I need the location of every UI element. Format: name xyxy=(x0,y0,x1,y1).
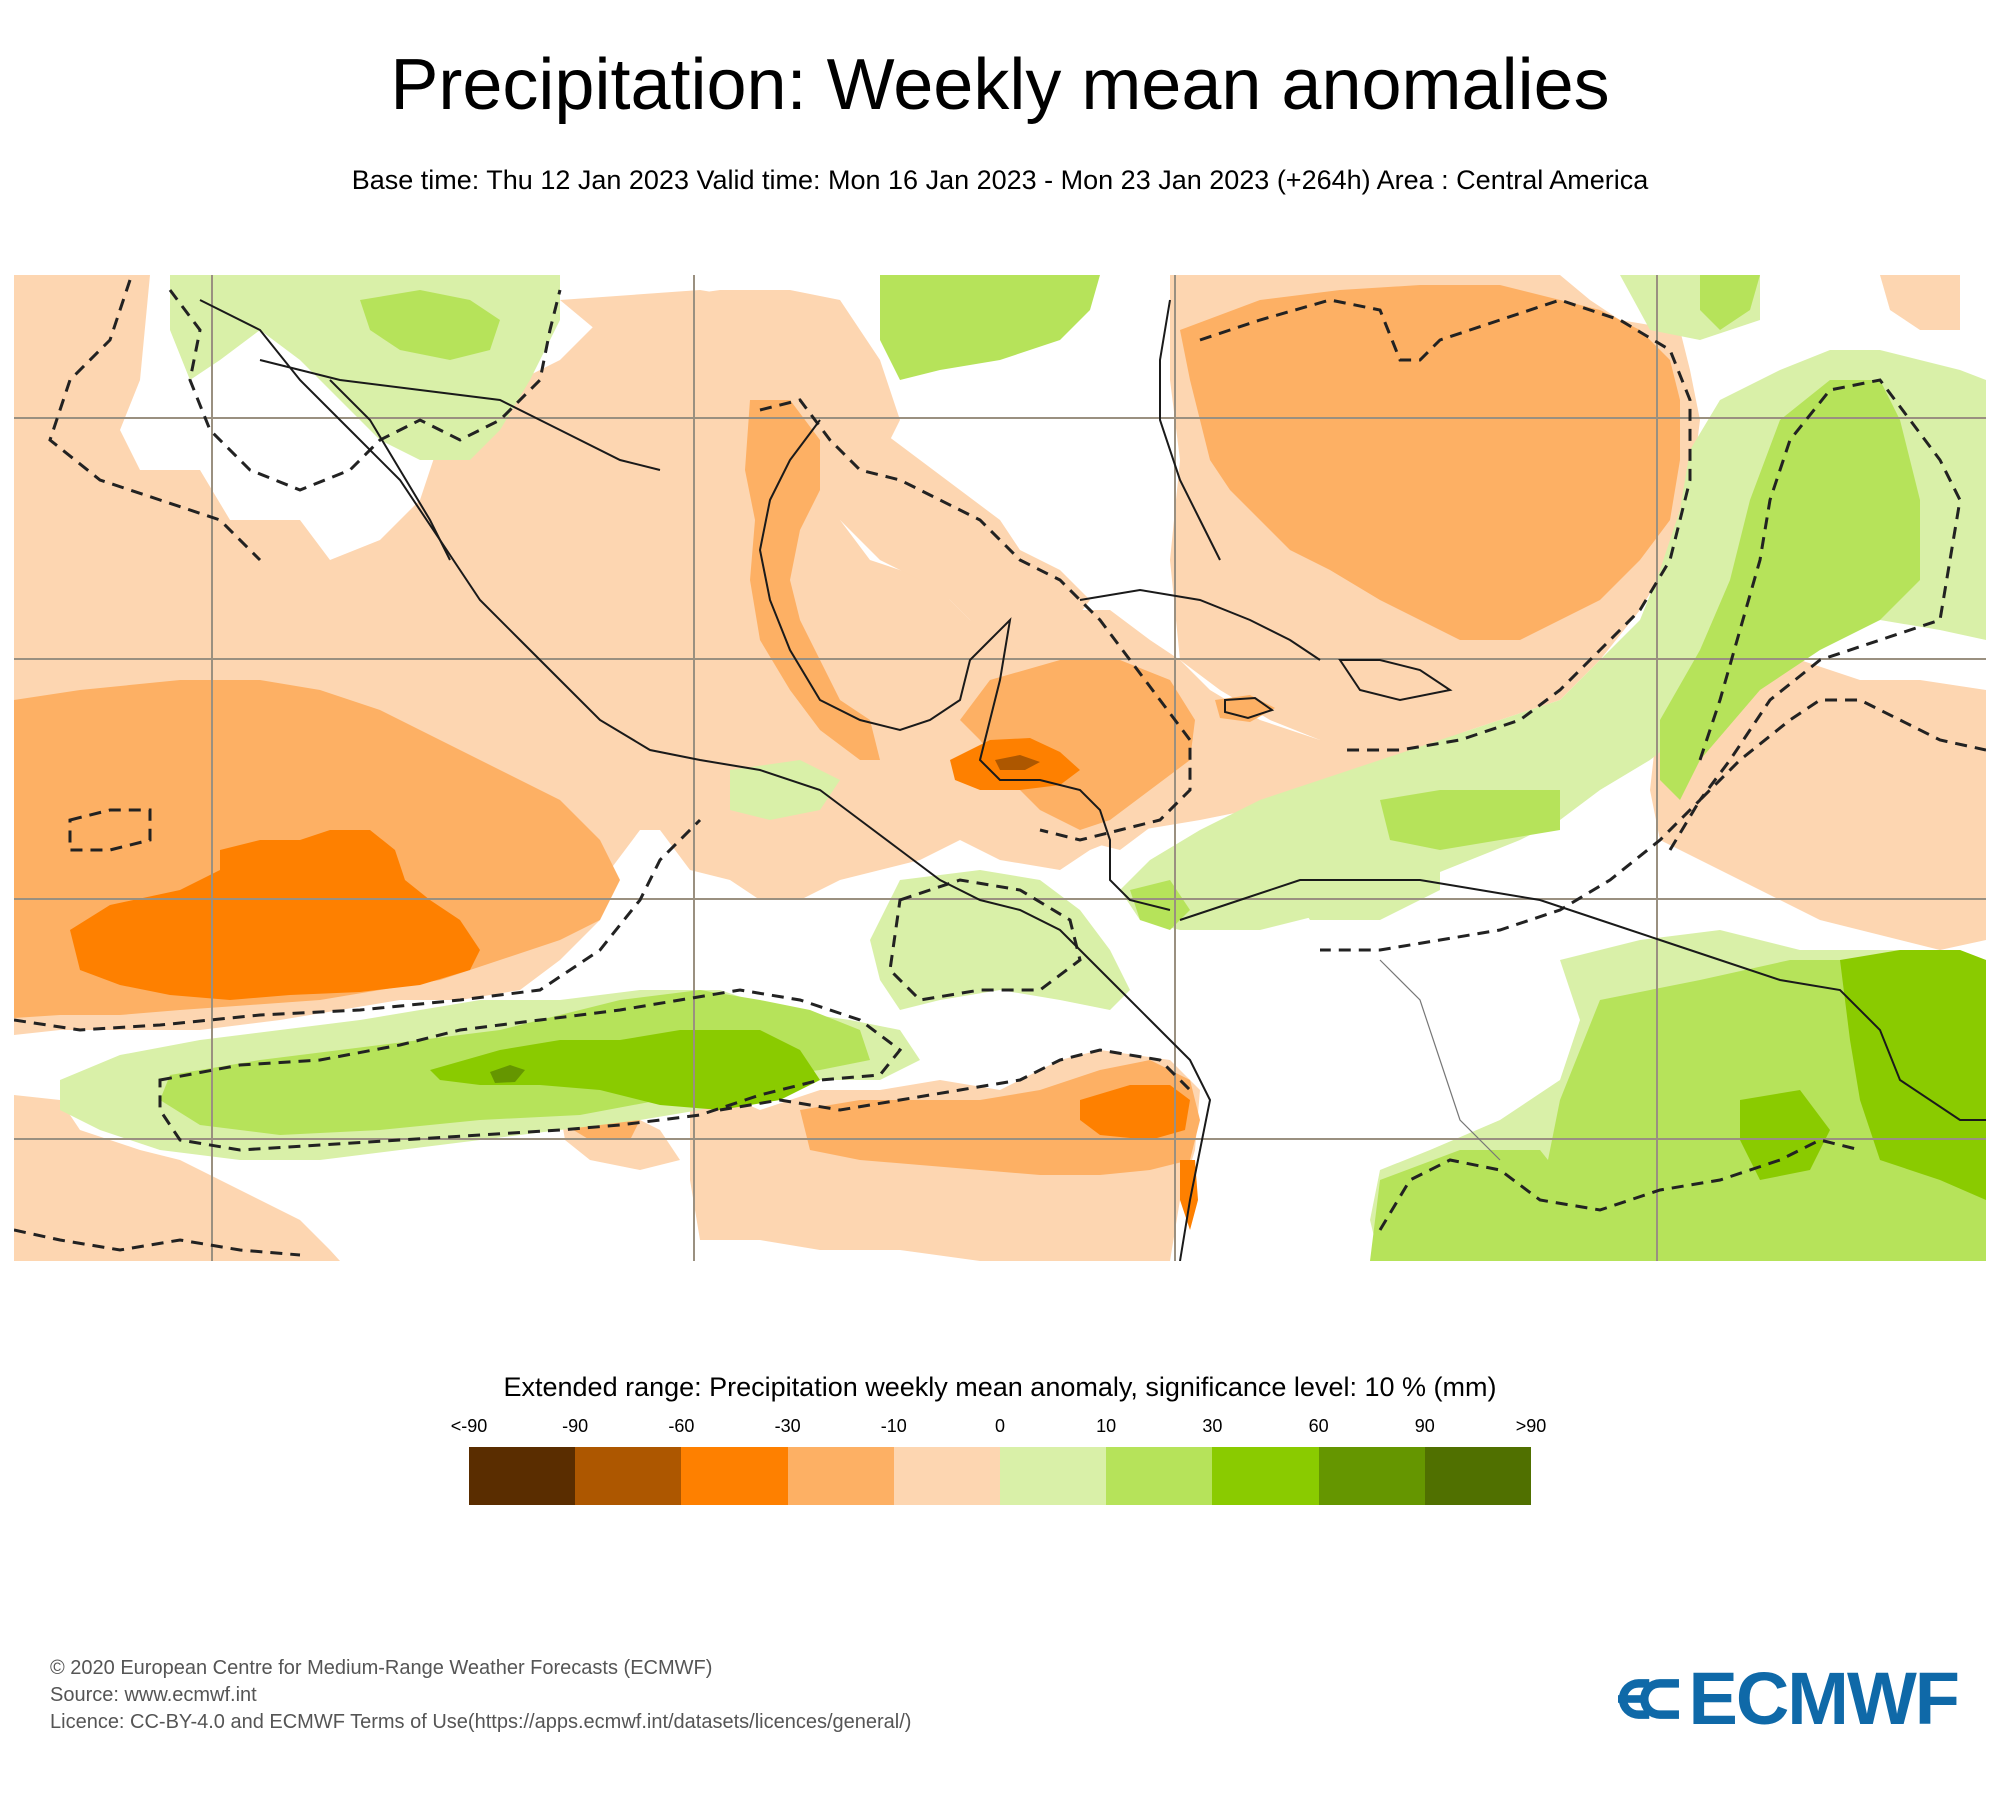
region-pacific-bright-green xyxy=(430,1030,820,1110)
chart-subtitle: Base time: Thu 12 Jan 2023 Valid time: M… xyxy=(351,165,1649,195)
ecmwf-symbol-icon xyxy=(1618,1679,1679,1719)
graticule xyxy=(14,275,1986,1261)
coastlines xyxy=(199,299,1986,1261)
border-colombia-venezuela xyxy=(1379,959,1501,1161)
legend-label: -60 xyxy=(668,1416,695,1436)
coastline-jamaica xyxy=(1224,696,1275,720)
contour-gulf xyxy=(759,398,1192,842)
region-top-right-green xyxy=(1700,275,1760,330)
chart-title: Precipitation: Weekly mean anomalies xyxy=(390,45,1610,125)
licence-text: Licence: CC-BY-4.0 and ECMWF Terms of Us… xyxy=(50,1711,912,1733)
region-guatemala-coast-light-green xyxy=(730,760,840,820)
region-east-atlantic-light-orange xyxy=(1650,660,1986,950)
legend-swatch xyxy=(1000,1447,1107,1505)
region-far-west-south-light-orange xyxy=(14,1095,340,1261)
legend-swatch xyxy=(681,1447,788,1505)
footer: © 2020 European Centre for Medium-Range … xyxy=(50,1655,911,1736)
border-us-mexico xyxy=(259,359,661,471)
legend-swatch xyxy=(575,1447,682,1505)
legend-label: 60 xyxy=(1308,1416,1329,1436)
coastline-south-america xyxy=(1179,879,1986,1121)
legend-label: 0 xyxy=(994,1416,1006,1436)
region-panama-light-green xyxy=(870,870,1130,1010)
region-mexico-gulf-orange xyxy=(745,400,880,760)
region-gulf-mexico-light-orange xyxy=(560,290,1090,650)
contour-panama xyxy=(888,878,1082,1002)
coastline-baja xyxy=(329,379,451,561)
legend-label: 90 xyxy=(1414,1416,1435,1436)
contour-baja xyxy=(168,289,562,492)
region-atlantic-green xyxy=(1660,380,1920,800)
contour-colombia xyxy=(719,1048,1192,1112)
region-colombia-strong-orange xyxy=(1080,1085,1190,1140)
region-colombia-south-green xyxy=(1370,1150,1580,1261)
legend-colorbar xyxy=(469,1447,1532,1505)
region-colombia-pacific-orange xyxy=(800,1060,1200,1175)
coastline-hispaniola xyxy=(1338,659,1453,702)
source-text: Source: www.ecmwf.int xyxy=(50,1684,257,1706)
significance-contours xyxy=(14,279,1986,1257)
legend-swatch xyxy=(1318,1447,1425,1505)
region-atlantic-orange xyxy=(1180,285,1680,640)
legend-title: Extended range: Precipitation weekly mea… xyxy=(503,1372,1497,1402)
legend-label: 10 xyxy=(1096,1416,1117,1436)
legend-swatch xyxy=(1106,1447,1213,1505)
contour-pacific-loop xyxy=(68,808,152,852)
coastline-florida xyxy=(1159,299,1221,561)
legend-swatch xyxy=(893,1447,1001,1505)
legend-label: 30 xyxy=(1202,1416,1223,1436)
coastline-cuba xyxy=(1079,588,1321,661)
copyright-text: © 2020 European Centre for Medium-Range … xyxy=(50,1657,713,1679)
coastline-gulf xyxy=(758,419,1171,911)
anomaly-map xyxy=(14,275,1986,1261)
anomaly-layer-minus90-minus60 xyxy=(995,755,1040,770)
anomaly-layer-60-90 xyxy=(490,1065,525,1083)
anomaly-layer-30-60 xyxy=(430,950,1986,1200)
contour-venezuela xyxy=(1378,1138,1861,1231)
legend-label: >90 xyxy=(1515,1416,1547,1436)
legend-label: -90 xyxy=(562,1416,589,1436)
region-caribbean-green xyxy=(1380,790,1560,850)
region-pacific-dark-green xyxy=(490,1065,525,1083)
legend-swatch xyxy=(1424,1447,1532,1505)
legend-label: <-90 xyxy=(450,1416,488,1436)
region-guiana-bright-green xyxy=(1840,950,1986,1200)
coastline-mexico-pacific xyxy=(199,299,1212,1261)
region-sw-green-patch xyxy=(880,275,1100,380)
legend-label: -30 xyxy=(774,1416,801,1436)
region-ne-corner-light-orange xyxy=(1880,275,1960,330)
legend-label: -10 xyxy=(880,1416,907,1436)
legend-swatch xyxy=(469,1447,576,1505)
contour-south-pacific-green xyxy=(158,988,903,1152)
region-pacific-strong-orange xyxy=(70,830,480,1000)
legend-swatch xyxy=(787,1447,894,1505)
legend-labels: <-90 -90 -60 -30 -10 0 10 30 60 90 >90 xyxy=(451,1414,1547,1438)
region-venezuela-bright-green xyxy=(1740,1090,1830,1180)
region-baja-green xyxy=(360,290,500,360)
contour-atlantic-green xyxy=(1320,378,1962,952)
contour-west-pacific xyxy=(48,279,262,562)
ecmwf-logo: ECMWF xyxy=(1618,1657,1960,1740)
contour-atlantic-orange xyxy=(1199,298,1692,752)
region-nw-corner-peach xyxy=(14,275,35,330)
legend-swatch xyxy=(1212,1447,1319,1505)
contour-east-atlantic-orange xyxy=(1668,698,1986,851)
region-honduras-darkest-orange xyxy=(995,755,1040,770)
ecmwf-logo-text: ECMWF xyxy=(1688,1657,1960,1740)
contour-pacific-south xyxy=(14,818,702,1032)
